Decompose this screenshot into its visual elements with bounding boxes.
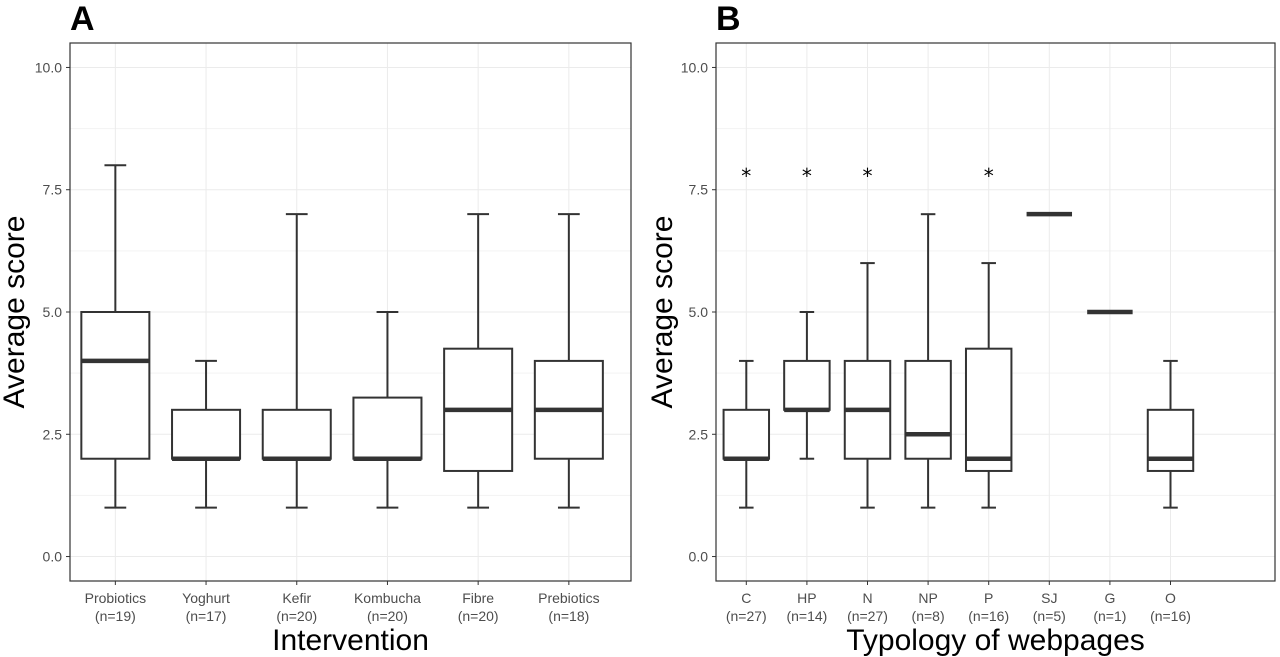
x-tick-count: (n=16): [1150, 608, 1191, 624]
x-tick-label: NP: [918, 590, 937, 606]
x-tick-count: (n=19): [95, 608, 136, 624]
box-p: *: [964, 164, 1013, 509]
x-tick-count: (n=8): [912, 608, 945, 624]
box-c: *: [722, 164, 771, 509]
y-tick-label: 7.5: [689, 182, 709, 198]
box-o: [1146, 359, 1195, 509]
y-tick-label: 0.0: [43, 549, 63, 565]
plot-frame: [715, 42, 1276, 582]
x-axis-title: Intervention: [272, 624, 429, 657]
box-iqr: [171, 408, 242, 460]
box-kombucha: [352, 311, 423, 509]
x-tick-count: (n=14): [786, 608, 827, 624]
significance-marker: *: [984, 164, 994, 188]
panel-b: * C (n=27) * HP (n=14) * N (n=27) NP (n=8) * P (n=16)…: [646, 0, 1276, 657]
y-tick-label: 10.0: [681, 59, 708, 75]
x-tick-count: (n=1): [1093, 608, 1126, 624]
y-tick-label: 0.0: [689, 549, 709, 565]
panel-letter: B: [716, 0, 741, 38]
x-tick-label: G: [1104, 590, 1115, 606]
x-tick-label: N: [862, 590, 872, 606]
box-iqr: [352, 396, 423, 460]
significance-marker: *: [863, 164, 873, 188]
box-iqr: [904, 359, 952, 460]
box-yoghurt: [171, 359, 242, 509]
box-iqr: [722, 408, 771, 460]
box-iqr: [1146, 408, 1195, 472]
y-tick-label: 2.5: [43, 426, 63, 442]
x-tick-count: (n=5): [1033, 608, 1066, 624]
x-tick-label: P: [984, 590, 993, 606]
y-tick-label: 5.0: [43, 304, 63, 320]
x-tick-label: Kefir: [282, 590, 311, 606]
y-axis-title: Average score: [0, 216, 31, 409]
x-tick-count: (n=20): [458, 608, 499, 624]
box-fibre: [443, 213, 514, 509]
box-hp: *: [783, 164, 831, 460]
x-tick-count: (n=17): [186, 608, 227, 624]
box-np: [904, 213, 952, 509]
x-tick-label: O: [1165, 590, 1176, 606]
y-axis-title: Average score: [646, 216, 679, 409]
box-iqr: [80, 311, 151, 460]
box-iqr: [964, 347, 1013, 472]
x-tick-count: (n=27): [847, 608, 888, 624]
box-prebiotics: [533, 213, 604, 509]
x-tick-count: (n=18): [548, 608, 589, 624]
x-tick-count: (n=20): [367, 608, 408, 624]
x-tick-count: (n=20): [276, 608, 317, 624]
x-tick-label: Yoghurt: [182, 590, 230, 606]
panel-letter: A: [70, 0, 95, 38]
x-tick-label: Prebiotics: [538, 590, 599, 606]
box-kefir: [261, 213, 332, 509]
x-tick-count: (n=16): [968, 608, 1009, 624]
panel-a: Probiotics (n=19) Yoghurt (n=17) Kefir (n=20)…: [0, 0, 632, 657]
x-axis-title: Typology of webpages: [846, 624, 1145, 657]
x-tick-label: C: [741, 590, 751, 606]
x-tick-label: Fibre: [462, 590, 494, 606]
y-tick-label: 10.0: [35, 59, 62, 75]
y-tick-label: 5.0: [689, 304, 709, 320]
box-probiotics: [80, 164, 151, 509]
plot-frame: [69, 42, 632, 582]
significance-marker: *: [741, 164, 751, 188]
x-tick-label: SJ: [1041, 590, 1057, 606]
y-tick-label: 7.5: [43, 182, 63, 198]
x-tick-label: Kombucha: [354, 590, 421, 606]
box-n: *: [843, 164, 892, 509]
x-tick-count: (n=27): [726, 608, 767, 624]
grid: [70, 43, 631, 581]
box-iqr: [783, 359, 831, 411]
box-iqr: [261, 408, 332, 460]
x-tick-label: Probiotics: [85, 590, 146, 606]
x-tick-label: HP: [797, 590, 816, 606]
y-tick-label: 2.5: [689, 426, 709, 442]
significance-marker: *: [802, 164, 812, 188]
